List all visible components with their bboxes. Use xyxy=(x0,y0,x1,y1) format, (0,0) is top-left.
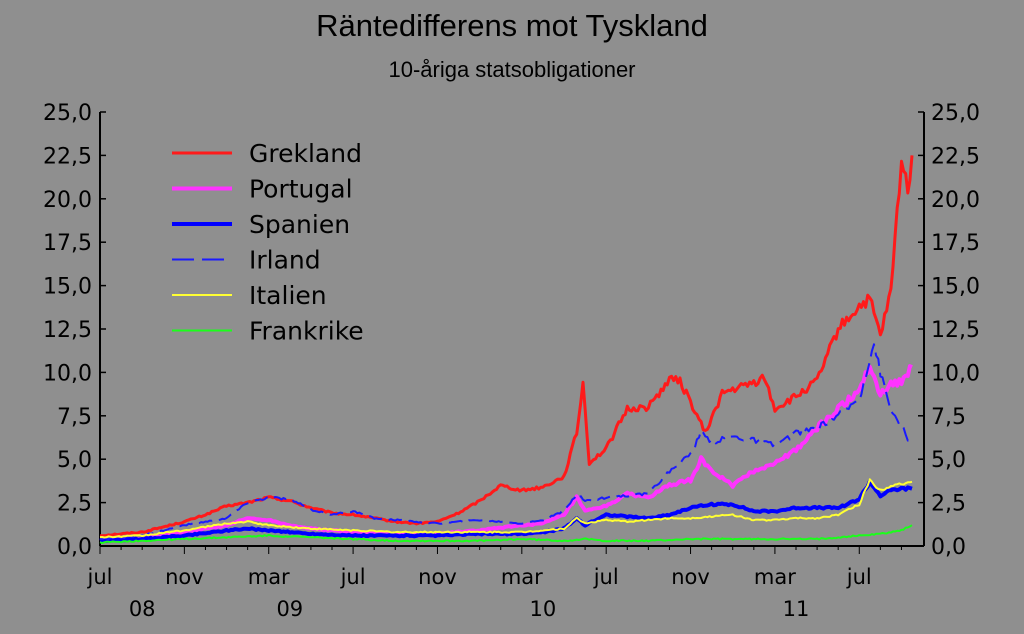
series-line-italien xyxy=(99,478,913,539)
y-tick-label-right: 12,5 xyxy=(931,318,980,343)
y-tick-label-right: 17,5 xyxy=(931,231,980,256)
y-tick-label-left: 20,0 xyxy=(43,188,92,213)
year-label: 11 xyxy=(783,597,810,621)
y-tick-label-left: 10,0 xyxy=(43,361,92,386)
x-tick-label: mar xyxy=(501,565,543,589)
x-tick-label: nov xyxy=(165,565,204,589)
y-tick-label-right: 5,0 xyxy=(931,448,966,473)
x-tick-label: jul xyxy=(846,565,872,589)
series-line-grekland xyxy=(99,155,914,538)
y-tick-label-left: 22,5 xyxy=(43,144,92,169)
y-tick-label-left: 25,0 xyxy=(43,101,92,126)
legend-label-grekland: Grekland xyxy=(249,139,362,168)
year-label: 08 xyxy=(129,597,156,621)
chart-title: Räntedifferens mot Tyskland xyxy=(316,8,708,43)
legend-label-italien: Italien xyxy=(249,281,327,310)
y-tick-label-right: 2,5 xyxy=(931,492,966,517)
y-tick-label-left: 17,5 xyxy=(43,231,92,256)
year-label: 09 xyxy=(276,597,303,621)
chart-subtitle: 10-åriga statsobligationer xyxy=(388,57,635,82)
y-tick-label-right: 0,0 xyxy=(931,535,966,560)
axes: 0,0 0,0 2,5 2,5 5,0 5,0 7,5 7,5 10,0 10,0 12,5 12,5… xyxy=(43,101,980,621)
y-tick-label-right: 25,0 xyxy=(931,101,980,126)
y-tick-label-right: 22,5 xyxy=(931,144,980,169)
y-tick-label-left: 2,5 xyxy=(57,492,92,517)
series-line-portugal xyxy=(99,364,913,543)
series-line-spanien xyxy=(99,479,913,543)
x-tick-label: nov xyxy=(418,565,457,589)
y-tick-label-right: 15,0 xyxy=(931,275,980,300)
x-tick-label: jul xyxy=(340,565,366,589)
x-tick-label: mar xyxy=(248,565,290,589)
y-tick-label-left: 7,5 xyxy=(57,405,92,430)
legend-label-portugal: Portugal xyxy=(249,175,353,204)
y-tick-label-right: 20,0 xyxy=(931,188,980,213)
legend: Grekland Portugal Spanien Irland Italien Fran… xyxy=(172,139,364,346)
y-tick-label-left: 15,0 xyxy=(43,275,92,300)
legend-label-spanien: Spanien xyxy=(249,210,350,239)
y-tick-label-left: 0,0 xyxy=(57,535,92,560)
x-tick-label: jul xyxy=(593,565,619,589)
x-tick-label: jul xyxy=(87,565,113,589)
y-tick-label-right: 10,0 xyxy=(931,361,980,386)
series-line-frankrike xyxy=(99,524,913,545)
y-tick-label-left: 12,5 xyxy=(43,318,92,343)
y-tick-label-right: 7,5 xyxy=(931,405,966,430)
x-tick-label: nov xyxy=(671,565,710,589)
y-tick-label-left: 5,0 xyxy=(57,448,92,473)
x-tick-label: mar xyxy=(754,565,796,589)
series-lines xyxy=(99,155,914,545)
legend-label-frankrike: Frankrike xyxy=(249,317,364,346)
legend-label-irland: Irland xyxy=(249,246,321,275)
year-label: 10 xyxy=(530,597,557,621)
